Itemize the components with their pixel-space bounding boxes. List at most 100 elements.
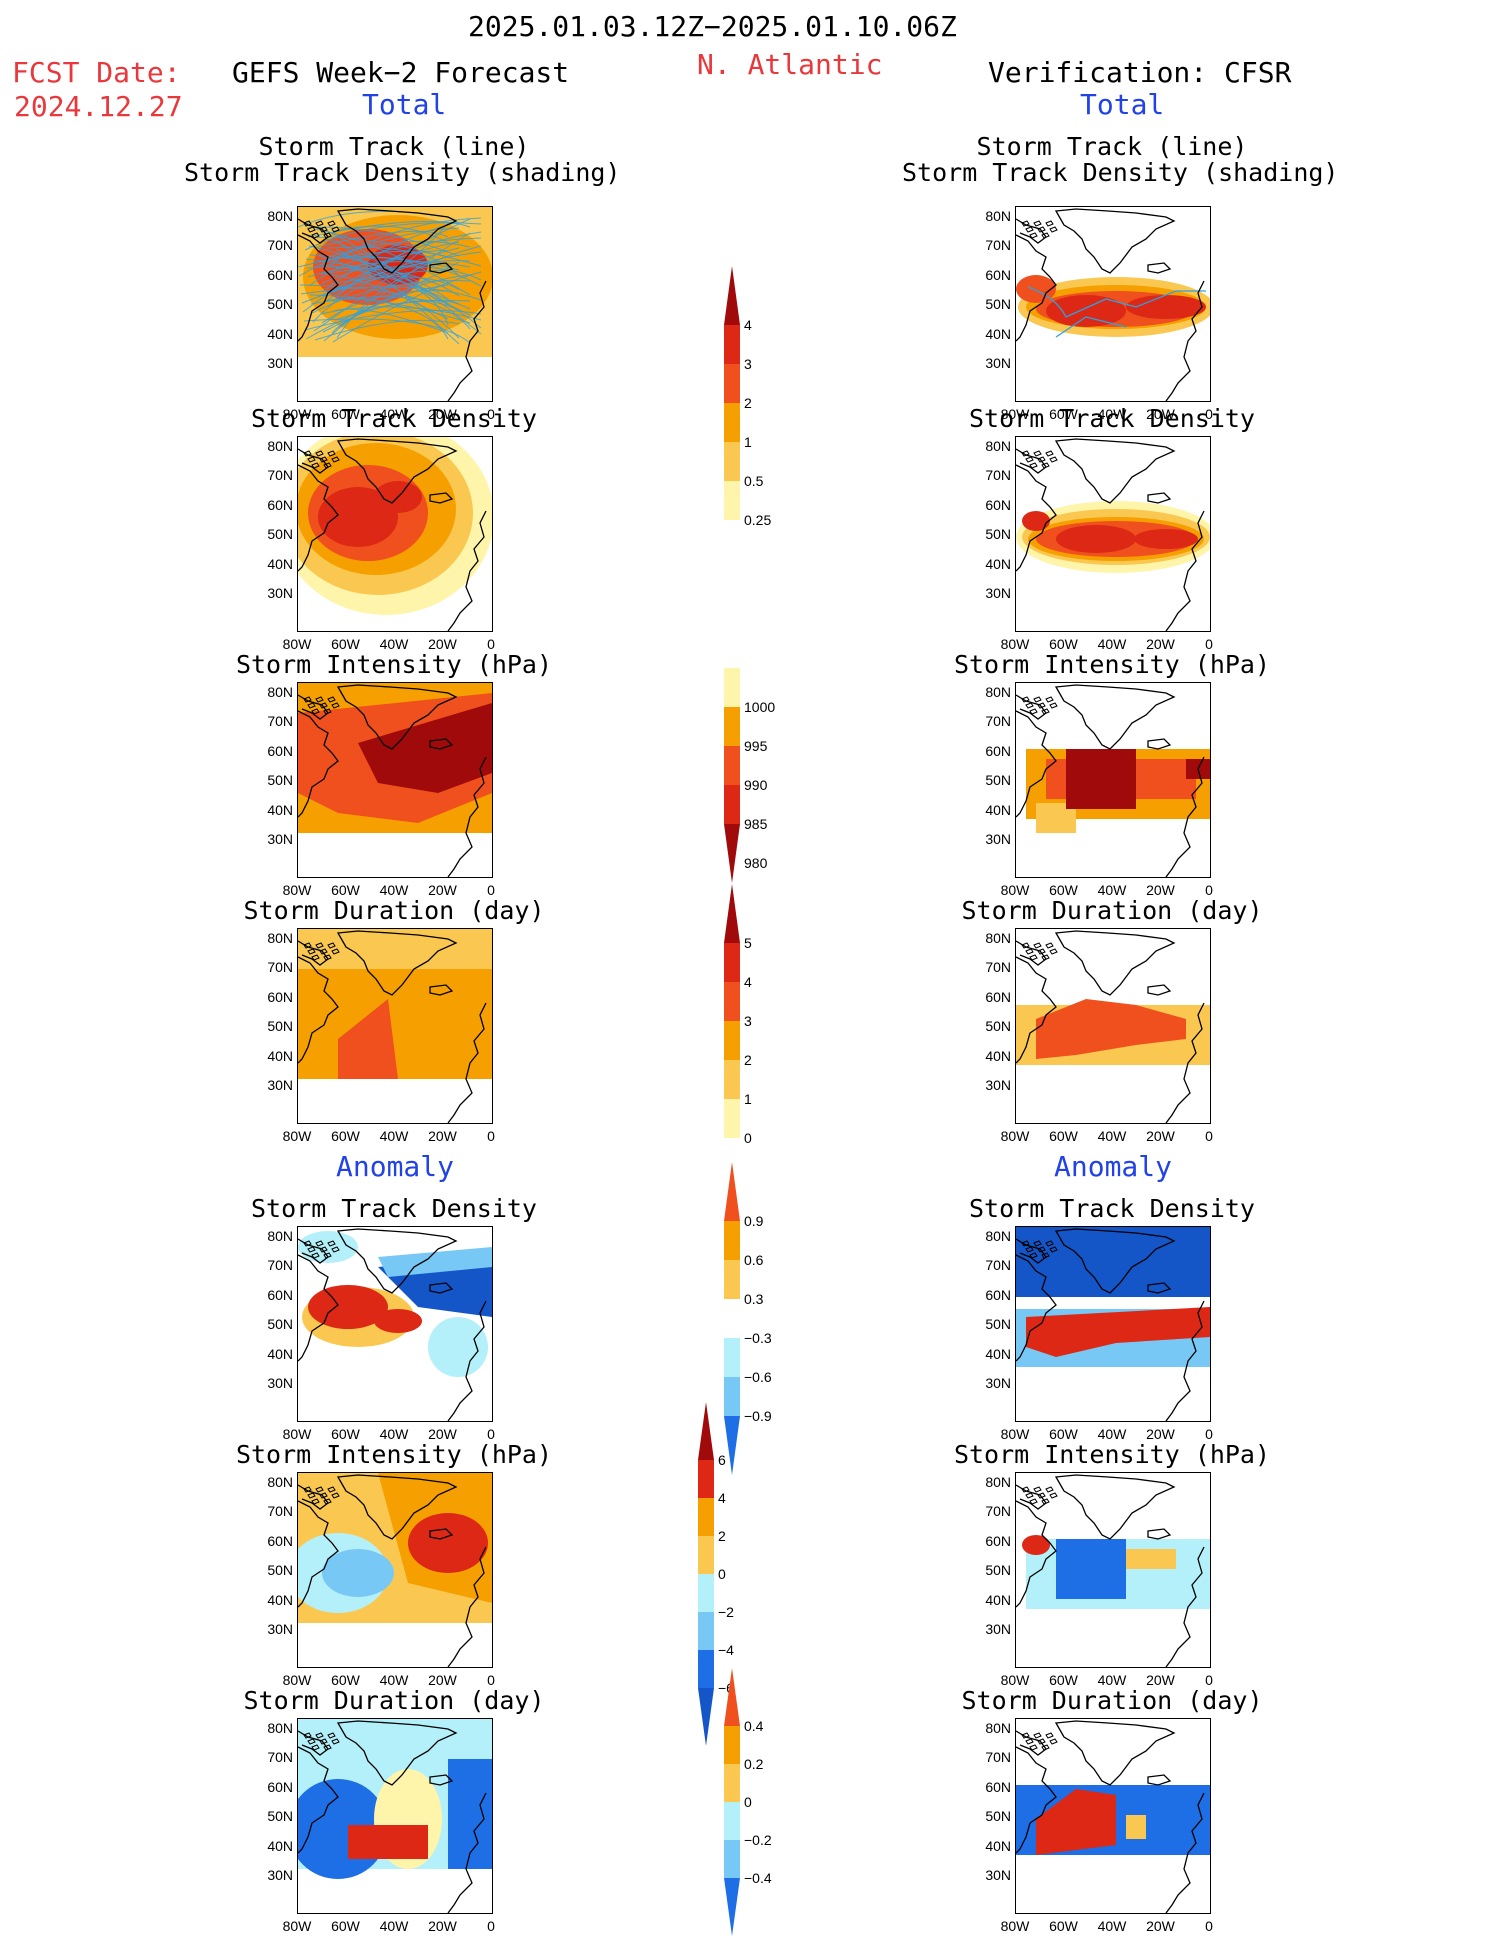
map-panel-left-7 bbox=[297, 1718, 493, 1914]
map-panel-left-6 bbox=[297, 1472, 493, 1668]
lat-label: 40N bbox=[985, 1345, 1011, 1362]
lon-label: 80W bbox=[282, 636, 312, 652]
lat-label: 70N bbox=[267, 237, 293, 254]
colorbar-label: 995 bbox=[744, 738, 768, 754]
map-panel-left-3 bbox=[297, 682, 493, 878]
title-anom-intensity-left: Storm Intensity (hPa) bbox=[235, 1440, 553, 1469]
lon-label: 60W bbox=[331, 1918, 360, 1934]
colorbar-label: 985 bbox=[744, 816, 768, 832]
colorbar-label: 4 bbox=[744, 974, 752, 990]
lon-label: 40W bbox=[379, 1128, 409, 1144]
lon-label: 20W bbox=[1146, 1672, 1175, 1688]
lon-label: 40W bbox=[379, 1426, 409, 1442]
lon-label: 40W bbox=[379, 636, 409, 652]
lon-label: 0 bbox=[1205, 406, 1213, 422]
title-track-line-right: Storm Track (line) bbox=[976, 132, 1248, 161]
lat-label: 80N bbox=[267, 208, 293, 224]
lat-label: 50N bbox=[985, 296, 1011, 313]
lat-label: 70N bbox=[985, 237, 1011, 254]
lat-label: 70N bbox=[267, 467, 293, 484]
colorbar-label: 0.4 bbox=[744, 1718, 764, 1734]
colorbar-label: 1000 bbox=[744, 699, 776, 715]
lon-label: 60W bbox=[331, 1426, 360, 1442]
lon-label: 20W bbox=[428, 1918, 457, 1934]
colorbar-label: 4 bbox=[718, 1490, 726, 1506]
lon-label: 0 bbox=[1205, 1918, 1213, 1934]
colorbar-label: −0.6 bbox=[744, 1369, 772, 1385]
colorbar-label: 0.3 bbox=[744, 1291, 764, 1307]
lat-label: 40N bbox=[267, 1837, 293, 1854]
lat-label: 30N bbox=[985, 355, 1011, 371]
lat-label: 40N bbox=[267, 1591, 293, 1608]
lon-label: 40W bbox=[379, 1672, 409, 1688]
map-panel-right-6 bbox=[1015, 1472, 1211, 1668]
lon-label: 60W bbox=[1049, 636, 1078, 652]
lon-label: 80W bbox=[282, 882, 312, 898]
lon-label: 40W bbox=[1097, 1128, 1127, 1144]
lat-label: 80N bbox=[267, 1720, 293, 1736]
lon-label: 0 bbox=[1205, 1426, 1213, 1442]
lat-label: 30N bbox=[267, 1867, 293, 1883]
lat-label: 30N bbox=[267, 1077, 293, 1093]
lat-label: 80N bbox=[267, 684, 293, 700]
map-panel-left-5 bbox=[297, 1226, 493, 1422]
lon-label: 40W bbox=[379, 1918, 409, 1934]
fcst-date-value: 2024.12.27 bbox=[14, 90, 183, 123]
lat-label: 30N bbox=[985, 585, 1011, 601]
colorbar-label: −0.2 bbox=[744, 1832, 772, 1848]
lon-label: 20W bbox=[428, 636, 457, 652]
colorbar-label: 3 bbox=[744, 356, 752, 372]
lat-label: 50N bbox=[985, 772, 1011, 789]
lat-label: 80N bbox=[985, 1720, 1011, 1736]
lon-label: 20W bbox=[1146, 406, 1175, 422]
lon-label: 0 bbox=[487, 882, 495, 898]
lat-label: 50N bbox=[267, 1018, 293, 1035]
lat-label: 50N bbox=[985, 1562, 1011, 1579]
lat-label: 30N bbox=[267, 355, 293, 371]
lon-label: 0 bbox=[487, 1128, 495, 1144]
colorbar-label: 990 bbox=[744, 777, 768, 793]
lon-label: 60W bbox=[331, 1128, 360, 1144]
lat-label: 30N bbox=[267, 831, 293, 847]
lon-label: 80W bbox=[1000, 1426, 1030, 1442]
lon-label: 0 bbox=[487, 1426, 495, 1442]
forecast-title: GEFS Week−2 Forecast bbox=[232, 56, 570, 89]
lat-label: 40N bbox=[985, 1591, 1011, 1608]
lat-label: 80N bbox=[985, 438, 1011, 454]
lat-label: 30N bbox=[985, 1375, 1011, 1391]
lat-label: 80N bbox=[267, 1474, 293, 1490]
lat-label: 50N bbox=[985, 1018, 1011, 1035]
lon-label: 0 bbox=[1205, 882, 1213, 898]
lat-label: 70N bbox=[985, 467, 1011, 484]
lat-label: 80N bbox=[985, 930, 1011, 946]
lon-label: 80W bbox=[1000, 1672, 1030, 1688]
lat-label: 30N bbox=[985, 831, 1011, 847]
fcst-date-label: FCST Date: bbox=[12, 56, 181, 89]
lat-label: 50N bbox=[267, 1562, 293, 1579]
section-anomaly-left: Anomaly bbox=[336, 1150, 455, 1183]
lon-label: 40W bbox=[1097, 406, 1127, 422]
lat-label: 60N bbox=[985, 1532, 1011, 1549]
lat-label: 50N bbox=[267, 1808, 293, 1825]
lon-label: 40W bbox=[1097, 1918, 1127, 1934]
lat-label: 50N bbox=[267, 296, 293, 313]
lon-label: 40W bbox=[1097, 882, 1127, 898]
lat-label: 50N bbox=[985, 1316, 1011, 1333]
lon-label: 80W bbox=[1000, 636, 1030, 652]
lon-label: 20W bbox=[428, 1426, 457, 1442]
lat-label: 80N bbox=[267, 1228, 293, 1244]
lon-label: 40W bbox=[1097, 636, 1127, 652]
lat-label: 50N bbox=[985, 1808, 1011, 1825]
region-title: N. Atlantic bbox=[697, 48, 883, 81]
lat-label: 30N bbox=[267, 1375, 293, 1391]
lat-label: 70N bbox=[267, 1257, 293, 1274]
section-anomaly-right: Anomaly bbox=[1054, 1150, 1173, 1183]
title-intensity-right: Storm Intensity (hPa) bbox=[953, 650, 1271, 679]
lat-label: 60N bbox=[985, 742, 1011, 759]
lon-label: 20W bbox=[1146, 636, 1175, 652]
colorbar-density-anom bbox=[724, 1162, 740, 1475]
lat-label: 40N bbox=[267, 555, 293, 572]
lat-label: 40N bbox=[985, 555, 1011, 572]
lat-label: 70N bbox=[267, 1503, 293, 1520]
map-panel-right-3 bbox=[1015, 682, 1211, 878]
